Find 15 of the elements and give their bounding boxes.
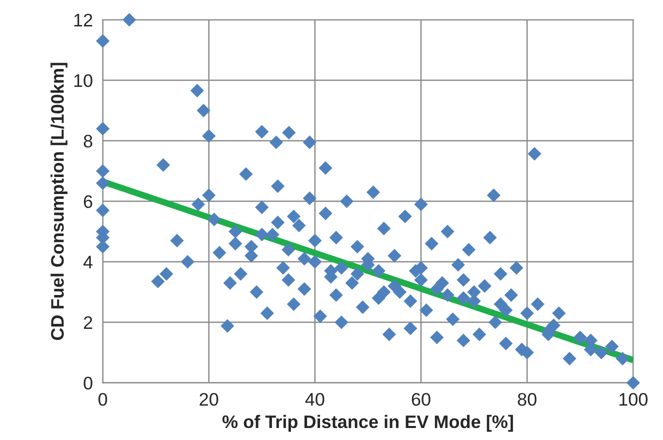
- x-tick-label: 60: [412, 393, 430, 406]
- x-tick-label: 80: [518, 393, 536, 406]
- x-tick-label: 20: [200, 393, 218, 406]
- y-tick-label: 0: [84, 376, 92, 390]
- y-tick-label: 2: [84, 316, 92, 329]
- x-tick-label: 100: [619, 393, 648, 406]
- x-tick-label: 40: [305, 393, 324, 406]
- x-axis-title: % of Trip Distance in EV Mode [%]: [222, 414, 513, 432]
- y-tick-label: 4: [83, 256, 93, 268]
- y-axis-title: CD Fuel Consumption [L/100km]: [50, 62, 68, 340]
- y-tick-label: 12: [74, 14, 92, 26]
- x-tick-label: 0: [98, 393, 108, 406]
- y-tick-label: 6: [84, 195, 92, 208]
- y-tick-label: 8: [84, 134, 92, 148]
- y-tick-label: 10: [74, 74, 92, 88]
